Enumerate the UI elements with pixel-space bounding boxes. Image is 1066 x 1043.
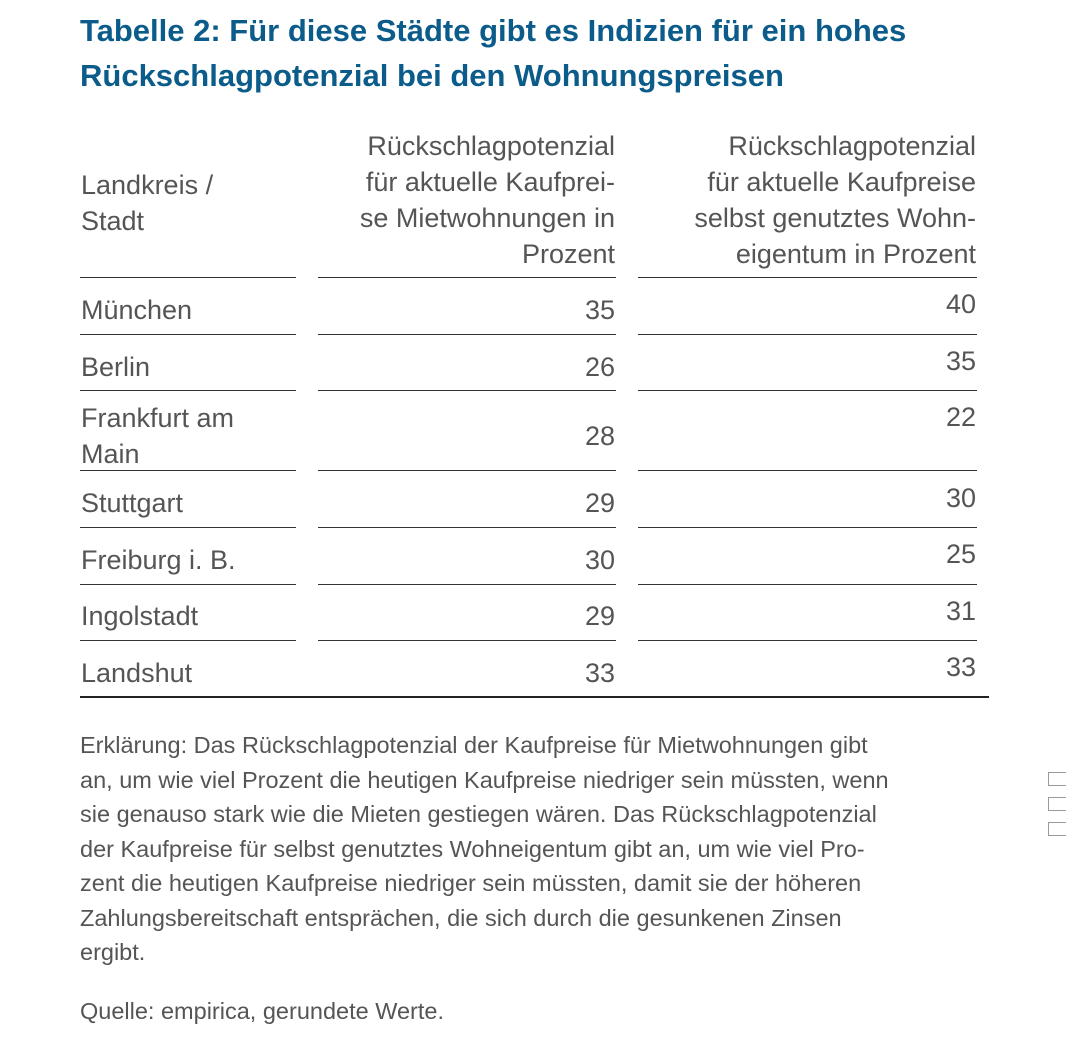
- city-cell: Frankfurt am Main: [81, 403, 235, 469]
- margin-marker: [1048, 772, 1066, 786]
- note-line: zent die heutigen Kaufpreise niedriger s…: [80, 870, 862, 896]
- row-divider: [318, 584, 616, 585]
- row-divider: [638, 390, 977, 391]
- margin-marker: [1048, 797, 1066, 811]
- city-cell: Stuttgart: [81, 488, 184, 518]
- mietwohnungen-value: 30: [584, 545, 615, 575]
- note-line: Zahlungsbereitschaft entsprächen, die si…: [80, 904, 842, 931]
- row-divider: [638, 584, 977, 585]
- table-title: Tabelle 2: Für diese Städte gibt es Indi…: [80, 8, 1040, 98]
- column-header-city: Landkreis / Stadt: [81, 170, 214, 236]
- column-header-mietwohnungen: Rückschlagpotenzial für aktuelle Kaufpre…: [359, 131, 615, 269]
- header-divider: [318, 277, 616, 278]
- table-title-line-2: Rückschlagpotenzial bei den Wohnungsprei…: [80, 58, 784, 93]
- note-line: ergibt.: [80, 939, 146, 965]
- note-line: sie genauso stark wie die Mieten gestieg…: [80, 801, 877, 827]
- header-divider: [638, 277, 977, 278]
- mietwohnungen-value: 29: [584, 488, 615, 518]
- row-divider: [80, 584, 296, 585]
- row-divider: [318, 527, 616, 528]
- city-cell: Ingolstadt: [81, 601, 199, 631]
- wohneigentum-value: 35: [945, 346, 976, 376]
- explanation-note: Erklärung: Das Rückschlagpotenzial der K…: [80, 728, 1020, 970]
- city-cell: Berlin: [81, 352, 151, 382]
- note-line: der Kaufpreise für selbst genutztes Wohn…: [80, 835, 865, 862]
- row-divider: [318, 334, 616, 335]
- wohneigentum-value: 25: [945, 539, 976, 569]
- row-divider: [80, 390, 296, 391]
- table-title-line-1: Tabelle 2: Für diese Städte gibt es Indi…: [80, 13, 907, 48]
- row-divider: [80, 640, 296, 641]
- row-divider: [80, 527, 296, 528]
- source-note: Quelle: empirica, gerundete Werte.: [80, 998, 444, 1024]
- wohneigentum-value: 22: [945, 402, 976, 432]
- row-divider: [318, 470, 616, 471]
- table-bottom-rule: [80, 696, 989, 698]
- note-line: Erklärung: Das Rückschlagpotenzial der K…: [80, 732, 868, 758]
- row-divider: [80, 470, 296, 471]
- row-divider: [638, 470, 977, 471]
- mietwohnungen-value: 28: [584, 421, 615, 451]
- wohneigentum-value: 40: [945, 289, 976, 319]
- city-cell: München: [81, 295, 193, 325]
- row-divider: [318, 390, 616, 391]
- row-divider: [80, 334, 296, 335]
- column-header-wohneigentum: Rückschlagpotenzial für aktuelle Kaufpre…: [694, 131, 976, 269]
- city-cell: Landshut: [81, 658, 193, 688]
- row-divider: [638, 527, 977, 528]
- city-cell: Freiburg i. B.: [81, 545, 236, 575]
- header-divider: [80, 277, 296, 278]
- row-divider: [638, 640, 977, 641]
- mietwohnungen-value: 26: [584, 352, 615, 382]
- wohneigentum-value: 31: [945, 596, 976, 626]
- note-line: an, um wie viel Prozent die heutigen Kau…: [80, 766, 889, 793]
- row-divider: [318, 640, 616, 641]
- mietwohnungen-value: 33: [584, 658, 615, 688]
- row-divider: [638, 334, 977, 335]
- wohneigentum-value: 33: [945, 652, 976, 682]
- wohneigentum-value: 30: [945, 483, 976, 513]
- margin-marker: [1048, 822, 1066, 836]
- mietwohnungen-value: 29: [584, 601, 615, 631]
- mietwohnungen-value: 35: [584, 295, 615, 325]
